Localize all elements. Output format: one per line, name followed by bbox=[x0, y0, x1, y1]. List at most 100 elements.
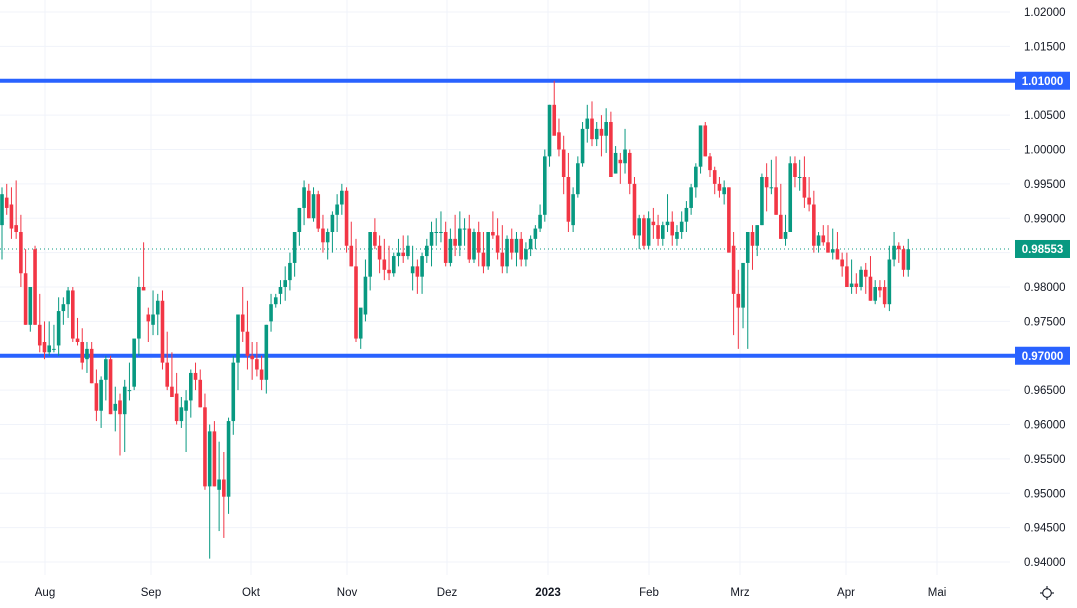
candle bbox=[708, 152, 712, 177]
candle bbox=[0, 187, 4, 260]
candle bbox=[613, 146, 618, 174]
candle bbox=[193, 362, 198, 391]
candle bbox=[717, 177, 722, 198]
candle bbox=[37, 293, 42, 353]
candle bbox=[840, 252, 844, 277]
time-tick-label: 2023 bbox=[535, 587, 561, 599]
candle bbox=[85, 342, 89, 373]
candle bbox=[694, 163, 698, 198]
candle bbox=[679, 211, 684, 239]
candle bbox=[56, 297, 61, 356]
candle bbox=[514, 232, 519, 267]
gear-icon bbox=[1040, 586, 1054, 600]
time-tick-label: Nov bbox=[337, 587, 358, 599]
candle bbox=[118, 393, 122, 456]
candle bbox=[675, 225, 679, 246]
candle bbox=[594, 122, 599, 147]
candle bbox=[854, 273, 859, 294]
candle bbox=[887, 245, 892, 312]
candle bbox=[882, 280, 887, 308]
candle bbox=[590, 101, 594, 147]
candle bbox=[892, 232, 896, 267]
candle bbox=[113, 386, 118, 432]
candle bbox=[151, 290, 155, 336]
candle bbox=[637, 214, 641, 250]
candle bbox=[623, 128, 627, 174]
time-axis[interactable]: Aug Sep Okt Nov Dez 2023 Feb Mrz Apr Mai bbox=[35, 587, 947, 599]
candle bbox=[509, 228, 514, 260]
price-tick-label: 0.98000 bbox=[1024, 282, 1066, 294]
price-tick-label: 0.96000 bbox=[1024, 420, 1066, 432]
last-price-badge bbox=[1015, 239, 1070, 258]
candle bbox=[533, 225, 538, 250]
candle bbox=[14, 180, 18, 239]
candle bbox=[132, 338, 136, 391]
candle bbox=[722, 180, 726, 205]
settings-button[interactable] bbox=[1039, 585, 1055, 601]
candle bbox=[618, 152, 623, 184]
candle bbox=[212, 421, 217, 487]
candle bbox=[184, 390, 188, 452]
candle bbox=[259, 355, 264, 391]
candle bbox=[750, 225, 755, 270]
candle bbox=[264, 324, 269, 394]
candle bbox=[491, 211, 495, 239]
candle bbox=[453, 214, 457, 257]
candle bbox=[189, 369, 193, 418]
last-price-label: 0.98553 bbox=[1022, 244, 1064, 256]
candle bbox=[283, 266, 287, 301]
horizontal-line-label: 1.01000 bbox=[1022, 76, 1064, 88]
candle bbox=[387, 245, 391, 281]
candle bbox=[651, 207, 656, 239]
candle bbox=[363, 259, 368, 322]
price-tick-label: 0.94500 bbox=[1024, 523, 1066, 535]
candle bbox=[288, 252, 292, 291]
candle bbox=[330, 211, 335, 253]
price-axis[interactable]: 1.02000 1.01500 1.01000 1.00500 1.00000 0.995… bbox=[1015, 7, 1070, 569]
candle bbox=[155, 293, 160, 336]
candle bbox=[71, 287, 75, 342]
price-tick-label: 0.99000 bbox=[1024, 213, 1066, 225]
candle bbox=[745, 232, 750, 349]
candle bbox=[684, 201, 689, 232]
candle bbox=[9, 187, 14, 239]
candle bbox=[349, 221, 354, 267]
candle bbox=[835, 232, 840, 260]
candle bbox=[500, 225, 505, 274]
candle bbox=[632, 177, 637, 239]
time-tick-label: Dez bbox=[437, 587, 458, 599]
candle bbox=[75, 317, 80, 346]
candle bbox=[321, 214, 325, 253]
price-tick-label: 1.02000 bbox=[1024, 7, 1066, 19]
candle bbox=[703, 122, 708, 157]
price-tick-label: 0.97500 bbox=[1024, 316, 1066, 328]
price-tick-label: 1.00000 bbox=[1024, 145, 1066, 157]
horizontal-lines[interactable] bbox=[0, 78, 1015, 358]
price-tick-label: 0.99500 bbox=[1024, 179, 1066, 191]
candle bbox=[599, 115, 604, 157]
candle bbox=[382, 238, 387, 281]
grid-lines bbox=[0, 0, 1010, 575]
candle bbox=[812, 190, 816, 253]
candle bbox=[656, 214, 660, 246]
candle bbox=[859, 266, 863, 291]
candle bbox=[410, 245, 415, 291]
candle bbox=[712, 166, 717, 195]
candle bbox=[146, 307, 151, 342]
price-tick-label: 0.96500 bbox=[1024, 385, 1066, 397]
candle bbox=[472, 228, 476, 263]
candle bbox=[897, 242, 901, 263]
candle bbox=[661, 221, 665, 246]
candle bbox=[481, 232, 486, 274]
candle bbox=[585, 104, 590, 143]
candle bbox=[391, 252, 396, 277]
candle bbox=[401, 235, 405, 263]
price-tick-label: 0.94000 bbox=[1024, 557, 1066, 569]
candle bbox=[689, 183, 693, 215]
candle bbox=[802, 156, 807, 208]
candle bbox=[340, 183, 344, 215]
candle bbox=[292, 232, 297, 277]
candle bbox=[557, 118, 561, 157]
